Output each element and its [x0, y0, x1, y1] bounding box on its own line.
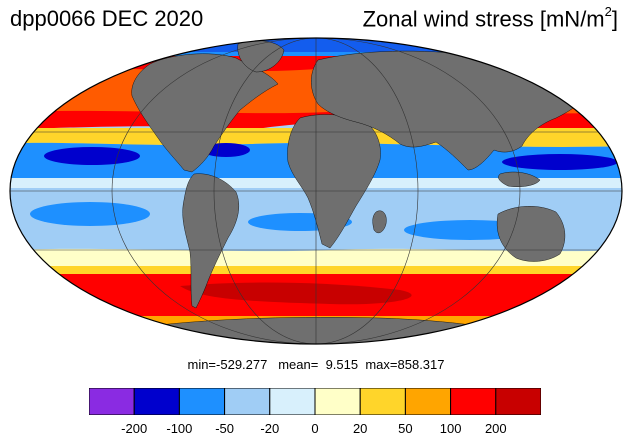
australia	[496, 206, 566, 262]
band-south-pacific-trades-core	[30, 202, 150, 226]
colorbar-tick-label: 200	[484, 421, 507, 436]
unit-exponent: 2	[604, 4, 612, 19]
min-value: -529.277	[216, 357, 268, 372]
world-map	[9, 37, 623, 345]
south-america	[182, 173, 239, 309]
globe-outline	[9, 37, 623, 345]
colorbar-tick-label: -20	[260, 421, 280, 436]
variable-name: Zonal wind stress [mN/m	[362, 6, 605, 32]
band-pacific-trades-core	[44, 147, 140, 165]
max-label: max=	[365, 357, 398, 372]
colorbar-swatch	[89, 388, 135, 415]
north-america	[131, 53, 279, 173]
colorbar-tick-label: 0	[311, 421, 319, 436]
statistics-line: min=-529.277 mean= 9.515 max=858.317	[0, 357, 632, 372]
mean-label: mean=	[278, 357, 319, 372]
meridian-ring-inner	[213, 38, 419, 344]
band-south-westerlies-core	[180, 282, 412, 305]
colorbar	[89, 388, 541, 415]
unit-bracket: ]	[611, 6, 618, 32]
greenland	[237, 40, 285, 73]
colorbar-swatch	[269, 388, 316, 415]
plot-title: dpp0066 DEC 2020	[10, 6, 204, 31]
colorbar-swatch	[404, 388, 452, 415]
colorbar-swatch	[314, 388, 361, 415]
colorbar-swatch	[359, 388, 406, 415]
colorbar-tick-label: 50	[398, 421, 413, 436]
colorbar-labels: -200 -100 -50 -20 0 20 50 100 200	[0, 421, 632, 439]
meridian-ring-outer	[111, 38, 521, 344]
colorbar-swatch	[495, 388, 541, 415]
colorbar-swatch	[133, 388, 180, 415]
band-west-pacific-trades-core	[502, 154, 618, 170]
min-label: min=	[187, 357, 217, 372]
colorbar-tick-label: -200	[121, 421, 148, 436]
colorbar-swatch	[224, 388, 271, 415]
colorbar-tick-label: 100	[439, 421, 462, 436]
madagascar	[372, 210, 387, 234]
mean-value: 9.515	[325, 357, 359, 372]
colorbar-tick-label: -50	[215, 421, 234, 436]
colorbar-swatch	[450, 388, 497, 415]
colorbar-tick-label: -100	[166, 421, 193, 436]
colorbar-tick-label: 20	[352, 421, 368, 436]
variable-title: Zonal wind stress [mN/m2]	[362, 4, 618, 32]
colorbar-swatch	[178, 388, 226, 415]
band-caribbean-trades-core	[202, 143, 250, 157]
max-value: 858.317	[397, 357, 445, 372]
graticule	[10, 38, 622, 344]
